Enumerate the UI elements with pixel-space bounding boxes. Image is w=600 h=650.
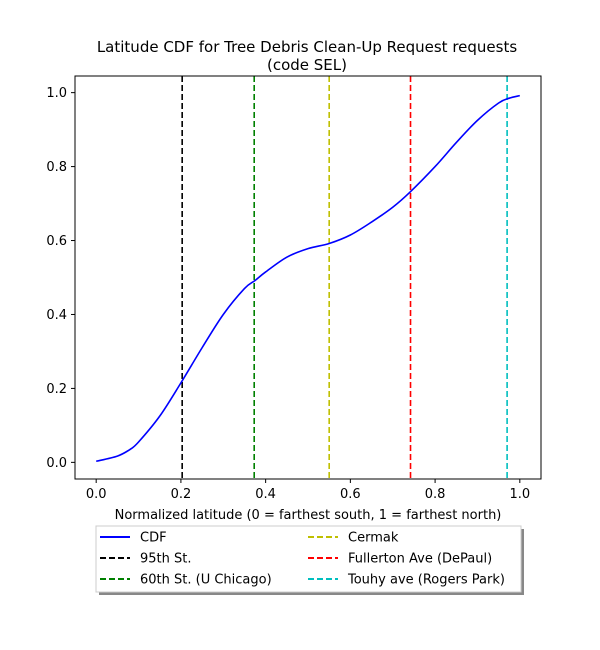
x-tick-label-0: 0.0 (86, 487, 107, 502)
x-tick-label-3: 0.6 (340, 487, 361, 502)
x-axis-label: Normalized latitude (0 = farthest south,… (115, 508, 502, 523)
vlines-layer (181, 76, 508, 479)
legend-entries: CDF 95th St. 60th St. (U Chicago) Cermak Ful… (100, 531, 505, 588)
legend-label-2: 60th St. (U Chicago) (140, 573, 272, 588)
x-tick-label-5: 1.0 (509, 487, 530, 502)
y-tick-label-1: 0.2 (46, 382, 67, 397)
series-line-0 (95, 94, 521, 463)
y-tick-label-2: 0.4 (46, 308, 67, 323)
y-ticks: 0.0 0.2 0.4 0.6 0.8 1.0 (46, 86, 75, 471)
y-tick-label-3: 0.6 (46, 234, 67, 249)
chart-title-line1: Latitude CDF for Tree Debris Clean-Up Re… (97, 38, 518, 56)
x-ticks: 0.0 0.2 0.4 0.6 0.8 1.0 (86, 479, 530, 502)
legend-label-5: Touhy ave (Rogers Park) (347, 573, 505, 588)
legend-label-1: 95th St. (140, 552, 192, 567)
legend-label-0: CDF (140, 531, 167, 546)
legend-label-3: Cermak (348, 531, 399, 546)
legend: CDF 95th St. 60th St. (U Chicago) Cermak Ful… (95, 525, 524, 595)
legend-label-4: Fullerton Ave (DePaul) (348, 552, 492, 567)
x-tick-label-2: 0.4 (255, 487, 276, 502)
x-tick-label-4: 0.8 (425, 487, 446, 502)
chart-title-line2: (code SEL) (267, 56, 347, 74)
plot-frame (74, 75, 542, 480)
y-tick-label-4: 0.8 (46, 160, 67, 175)
y-tick-label-5: 1.0 (46, 86, 67, 101)
series-layer (95, 94, 521, 463)
x-tick-label-1: 0.2 (171, 487, 192, 502)
y-tick-label-0: 0.0 (46, 456, 67, 471)
